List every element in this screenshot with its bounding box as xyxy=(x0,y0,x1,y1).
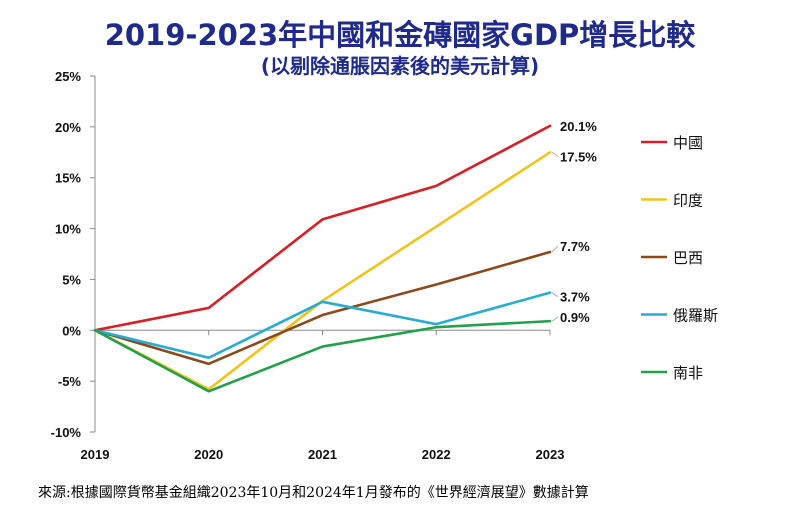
series-line xyxy=(93,291,552,360)
data-label-leader xyxy=(551,245,559,253)
y-tick-label: 10% xyxy=(55,222,81,237)
series-line xyxy=(93,250,552,366)
chart-axes: 25% 20% 15% 10% 5% 0% -5% -10% 2019 2020 2021 2022 2… xyxy=(51,69,565,462)
y-tick-label: 0% xyxy=(62,323,81,338)
data-label-leader xyxy=(551,292,559,298)
legend-label: 俄羅斯 xyxy=(673,308,718,325)
series-line xyxy=(93,124,552,332)
x-tick-label: 2022 xyxy=(422,447,451,462)
y-tick-label: 20% xyxy=(55,120,81,135)
x-tick-label: 2020 xyxy=(194,447,223,462)
x-tick-label: 2021 xyxy=(308,447,337,462)
data-label-leader xyxy=(551,316,559,322)
x-tick-label: 2023 xyxy=(536,447,565,462)
x-tick-label: 2019 xyxy=(81,447,110,462)
chart-series-lines xyxy=(93,124,552,393)
data-label: 17.5% xyxy=(560,149,597,164)
legend-label: 巴西 xyxy=(673,250,703,267)
y-tick-label: -5% xyxy=(58,374,82,389)
data-label-leader xyxy=(551,151,559,157)
legend-label: 南非 xyxy=(673,365,703,382)
legend-label: 印度 xyxy=(673,193,703,210)
y-tick-label: 25% xyxy=(55,69,81,84)
source-note: 來源:根據國際貨幣基金組織2023年10月和2024年1月發布的《世界經濟展望》… xyxy=(38,485,589,501)
data-label: 3.7% xyxy=(560,290,590,305)
y-tick-label: 5% xyxy=(62,272,81,287)
data-label: 20.1% xyxy=(560,119,597,134)
data-label: 7.7% xyxy=(560,239,590,254)
series-line xyxy=(93,319,552,393)
chart-end-labels: 20.1% 17.5% 7.7% 3.7% 0.9% xyxy=(551,119,597,325)
legend-label: 中國 xyxy=(673,135,703,152)
data-label: 0.9% xyxy=(560,310,590,325)
chart-subtitle: (以剔除通脹因素後的美元計算) xyxy=(260,54,540,78)
chart-title: 2019-2023年中國和金磚國家GDP增長比較 xyxy=(104,18,696,52)
y-tick-label: -10% xyxy=(51,425,82,440)
y-tick-label: 15% xyxy=(55,171,81,186)
